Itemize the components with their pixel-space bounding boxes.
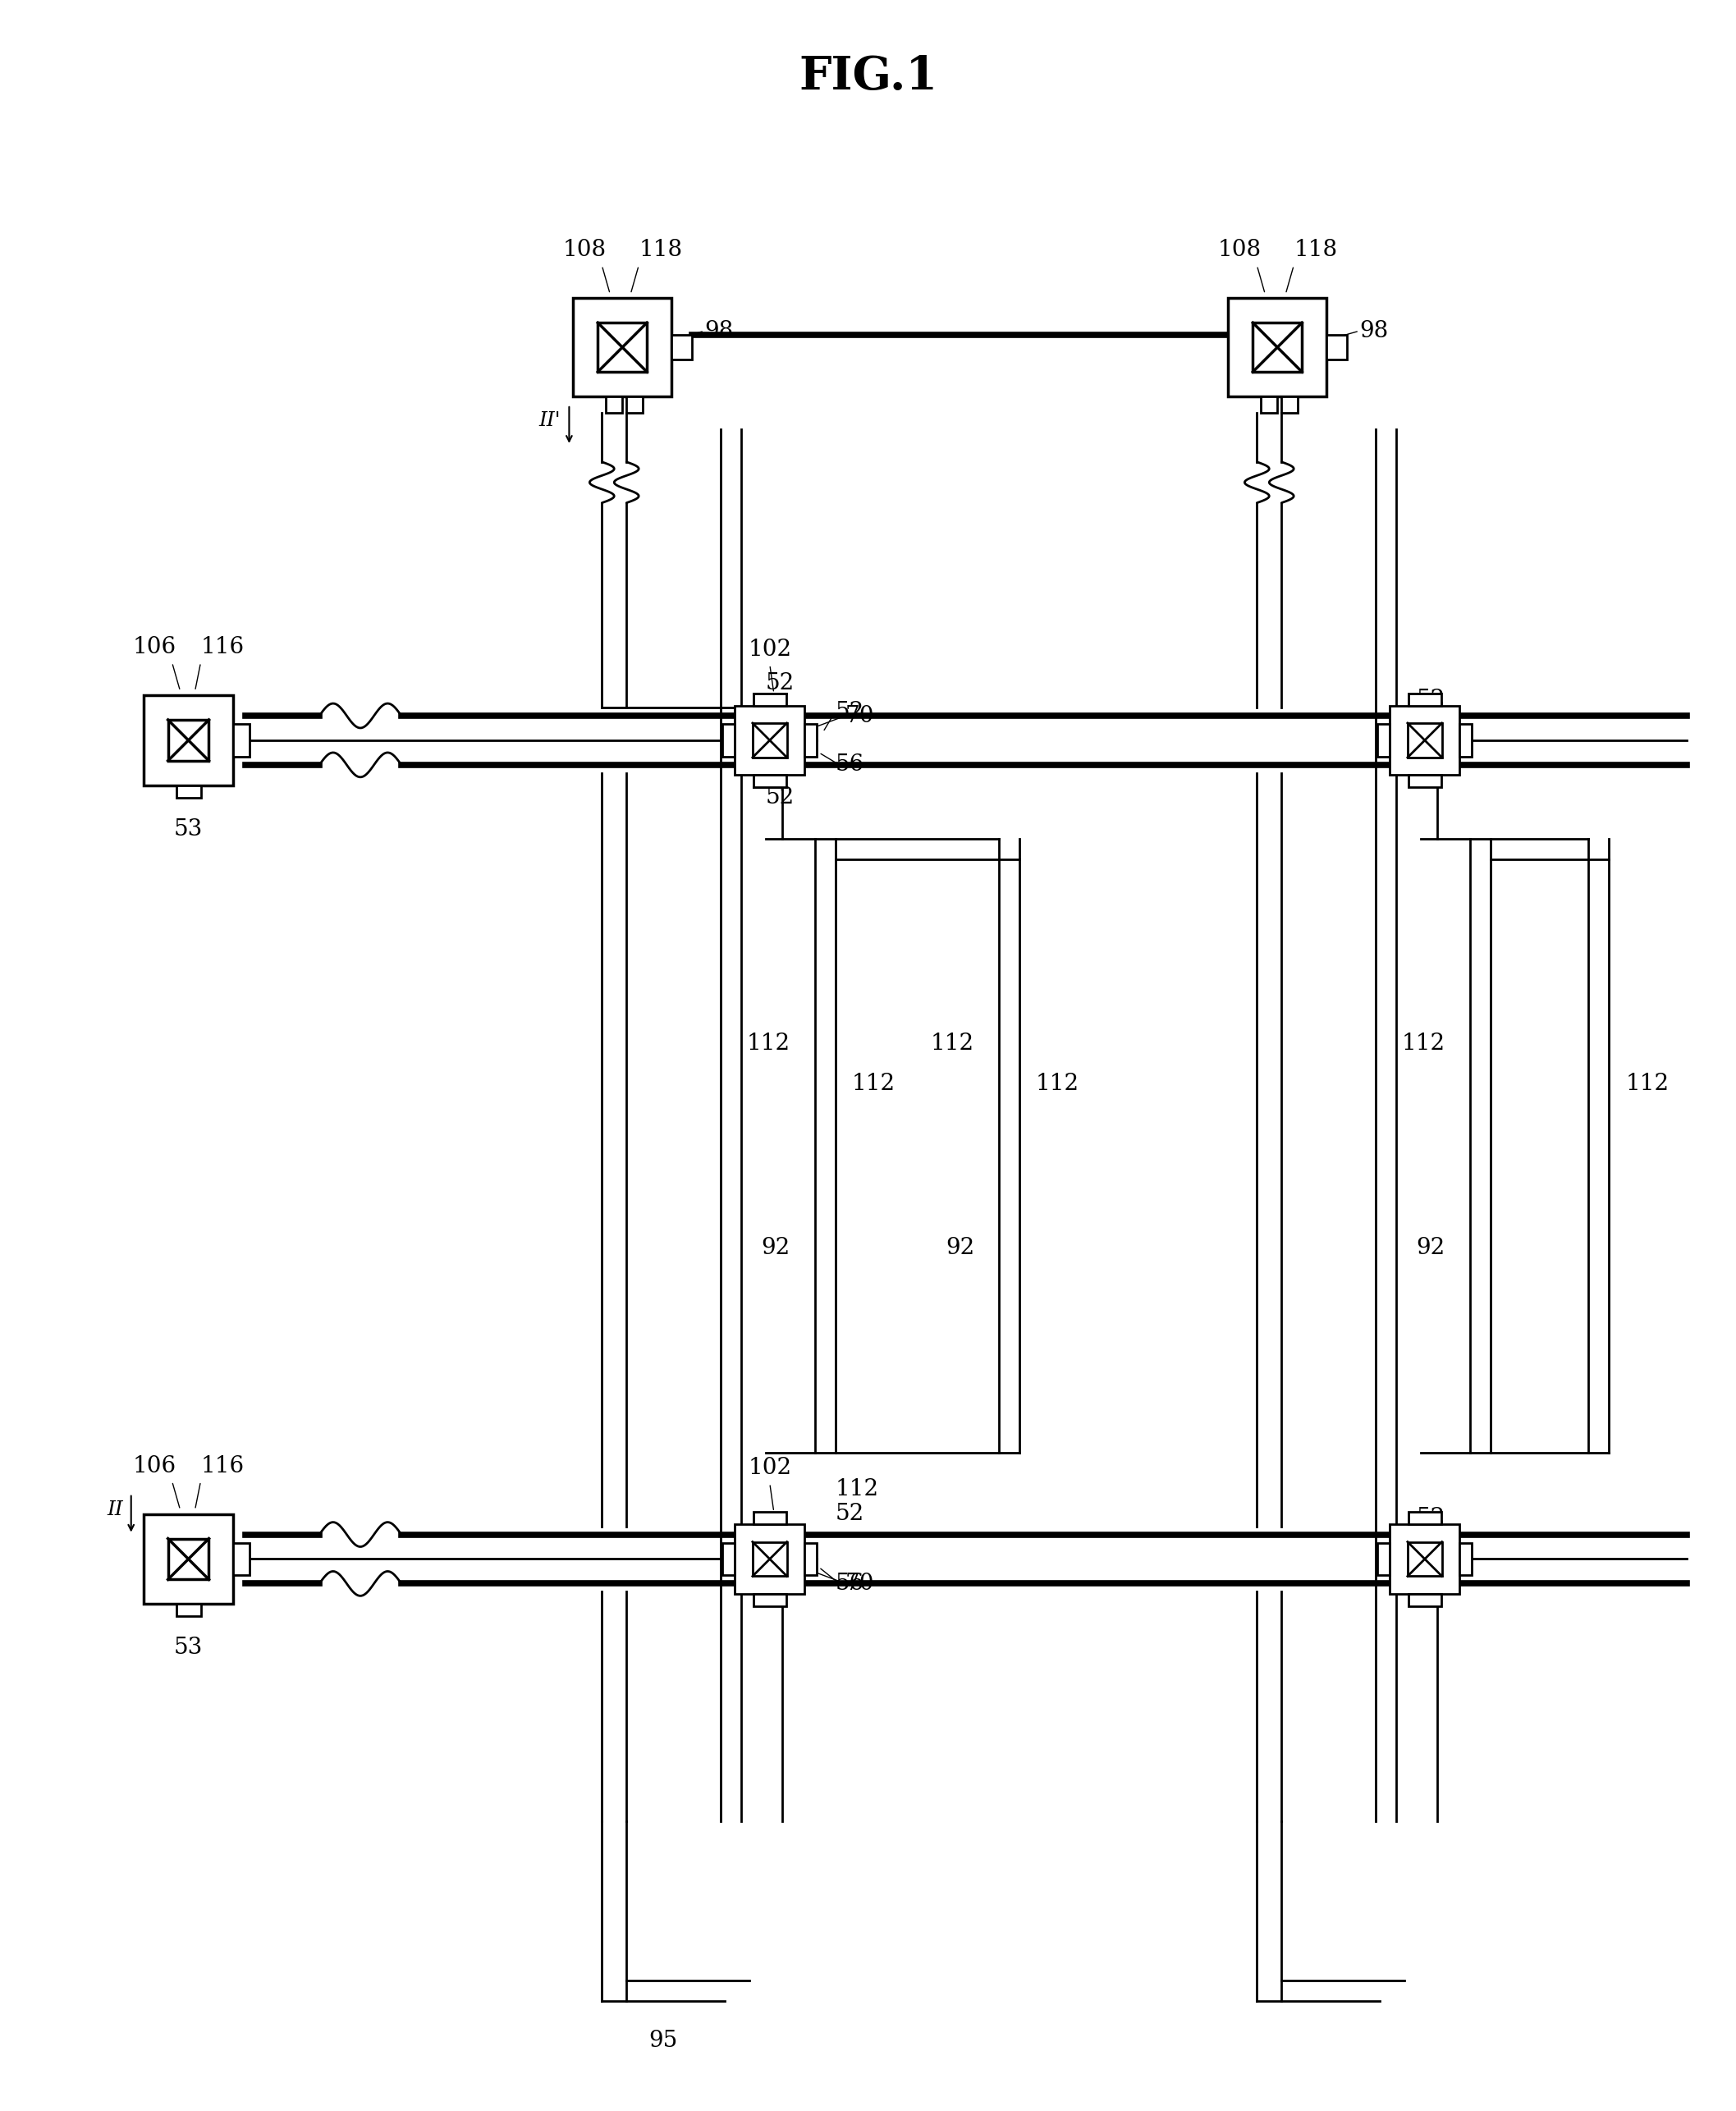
Bar xyxy=(175,785,201,798)
Text: 112: 112 xyxy=(746,1032,790,1053)
Text: 106: 106 xyxy=(132,635,175,659)
Bar xyxy=(722,1543,734,1575)
Text: 52: 52 xyxy=(766,787,795,809)
Bar xyxy=(753,1594,786,1606)
Text: 92: 92 xyxy=(762,1237,790,1258)
Bar xyxy=(597,323,648,372)
Text: 52: 52 xyxy=(835,701,865,722)
Text: FIG.1: FIG.1 xyxy=(799,55,937,99)
Bar xyxy=(1408,775,1441,787)
Bar xyxy=(1460,724,1472,756)
Bar xyxy=(1229,298,1326,397)
Bar xyxy=(1260,397,1278,414)
Bar xyxy=(804,1543,818,1575)
Text: 56: 56 xyxy=(835,1573,865,1594)
Bar xyxy=(233,724,250,756)
Bar xyxy=(175,1604,201,1617)
Bar xyxy=(1281,397,1299,414)
Text: 118: 118 xyxy=(639,239,682,262)
Text: 112: 112 xyxy=(1625,1072,1668,1096)
Text: 108: 108 xyxy=(562,239,606,262)
Text: 70: 70 xyxy=(845,1573,875,1594)
Text: 112: 112 xyxy=(930,1032,974,1053)
Text: 92: 92 xyxy=(1417,1237,1446,1258)
Text: 52: 52 xyxy=(1417,1507,1446,1528)
Bar xyxy=(1391,1524,1460,1594)
Bar xyxy=(627,397,642,414)
Text: II: II xyxy=(106,1501,123,1520)
Bar xyxy=(1378,1543,1391,1575)
Bar xyxy=(753,692,786,705)
Bar xyxy=(804,724,818,756)
Bar xyxy=(168,720,208,760)
Text: 118: 118 xyxy=(1293,239,1337,262)
Bar xyxy=(1253,323,1302,372)
Bar xyxy=(168,1539,208,1579)
Text: 106: 106 xyxy=(132,1454,175,1478)
Text: 95: 95 xyxy=(649,2031,677,2052)
Bar xyxy=(144,695,233,785)
Bar xyxy=(1408,1594,1441,1606)
Text: 112: 112 xyxy=(835,1478,878,1501)
Bar xyxy=(753,1511,786,1524)
Bar xyxy=(1326,336,1347,359)
Text: 116: 116 xyxy=(201,1454,245,1478)
Bar xyxy=(1391,705,1460,775)
Text: 52: 52 xyxy=(766,671,795,695)
Text: 92: 92 xyxy=(946,1237,974,1258)
Text: 116: 116 xyxy=(201,635,245,659)
Text: 112: 112 xyxy=(1401,1032,1446,1053)
Text: 52: 52 xyxy=(835,1503,865,1524)
Bar xyxy=(144,1514,233,1604)
Text: 102: 102 xyxy=(748,1457,792,1480)
Bar xyxy=(734,1524,804,1594)
Text: 53: 53 xyxy=(174,1636,203,1659)
Bar xyxy=(1408,724,1443,758)
Bar xyxy=(233,1543,250,1575)
Text: 70: 70 xyxy=(845,705,875,726)
Text: 108: 108 xyxy=(1217,239,1260,262)
Bar xyxy=(672,336,693,359)
Text: 112: 112 xyxy=(852,1072,896,1096)
Text: 53: 53 xyxy=(174,819,203,840)
Text: 52: 52 xyxy=(1417,688,1446,711)
Text: 98: 98 xyxy=(705,321,733,342)
Bar xyxy=(752,724,786,758)
Text: II': II' xyxy=(540,412,561,431)
Bar xyxy=(606,397,623,414)
Bar xyxy=(1408,1541,1443,1577)
Bar xyxy=(1460,1543,1472,1575)
Bar xyxy=(1378,724,1391,756)
Bar xyxy=(753,775,786,787)
Bar xyxy=(1408,692,1441,705)
Text: 102: 102 xyxy=(748,638,792,661)
Bar xyxy=(1408,1511,1441,1524)
Bar xyxy=(722,724,734,756)
Bar xyxy=(734,705,804,775)
Text: 56: 56 xyxy=(835,754,865,777)
Text: 112: 112 xyxy=(1036,1072,1080,1096)
Bar xyxy=(752,1541,786,1577)
Text: 98: 98 xyxy=(1359,321,1389,342)
Bar xyxy=(573,298,672,397)
